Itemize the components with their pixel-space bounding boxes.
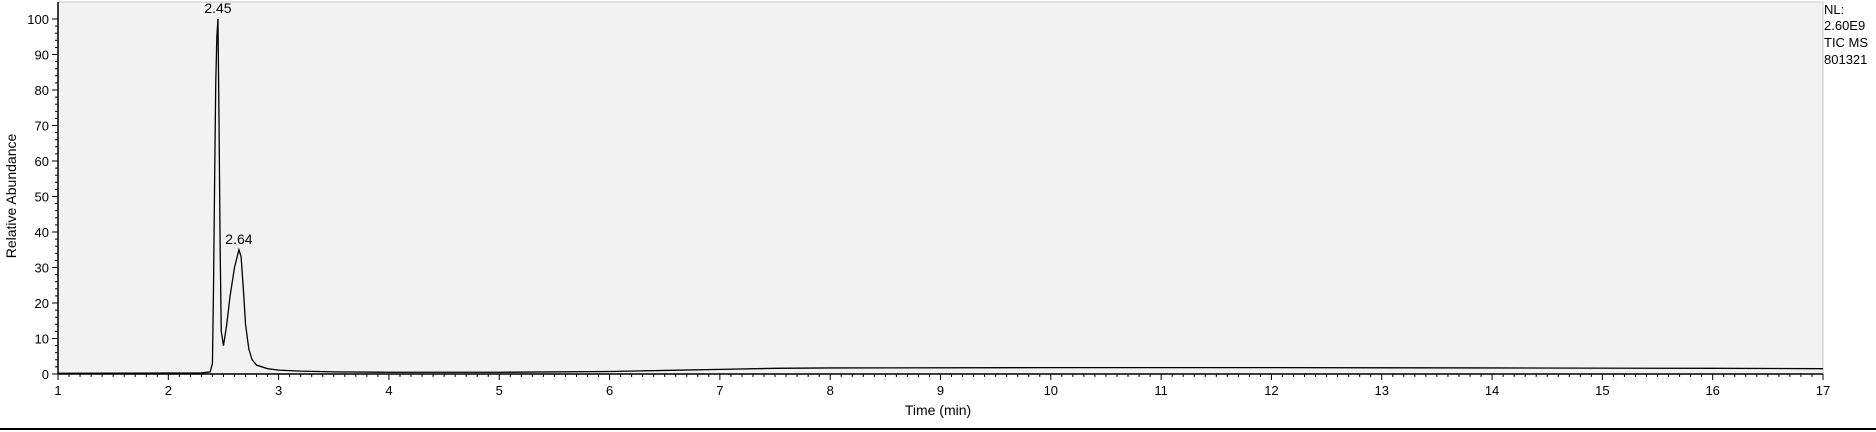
y-tick-label: 70 — [35, 119, 49, 134]
x-tick-label: 3 — [275, 383, 282, 398]
y-tick-label: 30 — [35, 261, 49, 276]
plot-area — [57, 1, 1824, 375]
y-tick-label: 10 — [35, 332, 49, 347]
bottom-border — [0, 428, 1876, 430]
x-tick-label: 17 — [1816, 383, 1830, 398]
x-tick-label: 2 — [165, 383, 172, 398]
tick-labels: 1 2 3 4 5 6 7 8 9 10 11 12 13 14 15 16 17010203040506070… — [27, 12, 1830, 398]
peak-label: 2.45 — [204, 0, 231, 16]
y-axis-title: Relative Abundance — [3, 134, 19, 259]
x-tick-label: 16 — [1705, 383, 1719, 398]
y-tick-label: 0 — [42, 367, 49, 382]
x-tick-label: 6 — [606, 383, 613, 398]
x-tick-label: 12 — [1264, 383, 1278, 398]
x-tick-label: 14 — [1485, 383, 1499, 398]
y-tick-label: 40 — [35, 225, 49, 240]
x-tick-label: 7 — [716, 383, 723, 398]
scan-filter-label: TIC MS — [1824, 35, 1869, 50]
y-tick-label: 90 — [35, 48, 49, 63]
x-tick-label: 11 — [1154, 383, 1168, 398]
y-tick-label: 50 — [35, 190, 49, 205]
x-axis-title: Time (min) — [905, 402, 971, 418]
normalization-label: NL: — [1824, 2, 1845, 17]
x-tick-label: 5 — [496, 383, 503, 398]
peak-label: 2.64 — [225, 231, 252, 247]
x-tick-label: 13 — [1375, 383, 1389, 398]
x-tick-label: 15 — [1595, 383, 1609, 398]
peak-labels: 2.45 2.64 — [204, 0, 252, 247]
y-tick-label: 20 — [35, 296, 49, 311]
x-tick-label: 1 — [54, 383, 61, 398]
file-id-label: 801321 — [1824, 52, 1868, 67]
tic-trace-line — [57, 18, 1824, 374]
y-tick-label: 80 — [35, 83, 49, 98]
y-tick-label: 60 — [35, 154, 49, 169]
x-tick-label: 10 — [1044, 383, 1058, 398]
x-tick-label: 9 — [937, 383, 944, 398]
x-tick-label: 4 — [385, 383, 392, 398]
x-tick-label: 8 — [827, 383, 834, 398]
y-tick-label: 100 — [27, 12, 49, 27]
normalization-value: 2.60E9 — [1824, 18, 1866, 33]
